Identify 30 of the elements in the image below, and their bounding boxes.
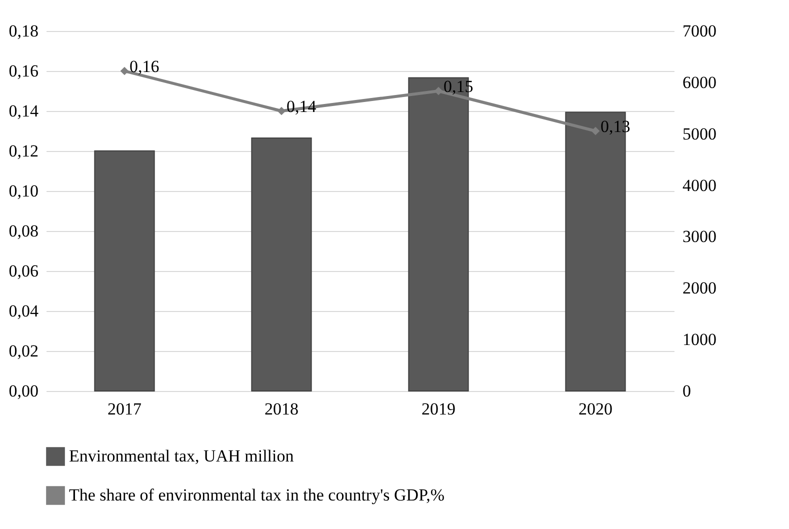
data-label: 0,16 — [130, 57, 160, 76]
x-tick-label: 2017 — [108, 400, 142, 418]
y2-tick-label: 5000 — [682, 124, 716, 144]
y-tick-label: 0,06 — [8, 262, 38, 280]
x-tick-label: 2019 — [422, 400, 456, 418]
y-tick-label: 0,04 — [8, 302, 39, 320]
point — [591, 126, 600, 136]
point — [120, 66, 129, 76]
bar — [94, 150, 155, 392]
y-tick-label: 0,16 — [8, 62, 38, 80]
x-tick-label: 2020 — [578, 400, 612, 418]
y-tick-label: 0,10 — [8, 182, 38, 200]
y2-tick-label: 1000 — [682, 330, 716, 350]
y-tick-label: 0,00 — [8, 382, 38, 400]
y2-tick-label: 6000 — [682, 72, 716, 92]
y-tick-label: 0,02 — [8, 342, 38, 360]
y2-tick-label: 3000 — [682, 227, 716, 246]
y-tick-label: 0,08 — [8, 222, 38, 240]
y-tick-label: 0,18 — [8, 22, 38, 40]
data-label: 0,14 — [286, 97, 317, 116]
y2-tick-label: 2000 — [682, 278, 716, 298]
bar — [251, 137, 312, 392]
y-tick-label: 0,12 — [8, 142, 38, 160]
y2-tick-label: 4000 — [682, 176, 716, 195]
legend-label: The share of environmental tax in the country's GDP,% — [69, 486, 445, 504]
legend-label: Environmental tax, UAH million — [69, 446, 294, 466]
y2-tick-label: 0 — [682, 382, 691, 400]
x-tick-label: 2018 — [264, 400, 298, 418]
y-tick-label: 0,14 — [8, 102, 39, 120]
y2-tick-label: 7000 — [682, 22, 716, 40]
